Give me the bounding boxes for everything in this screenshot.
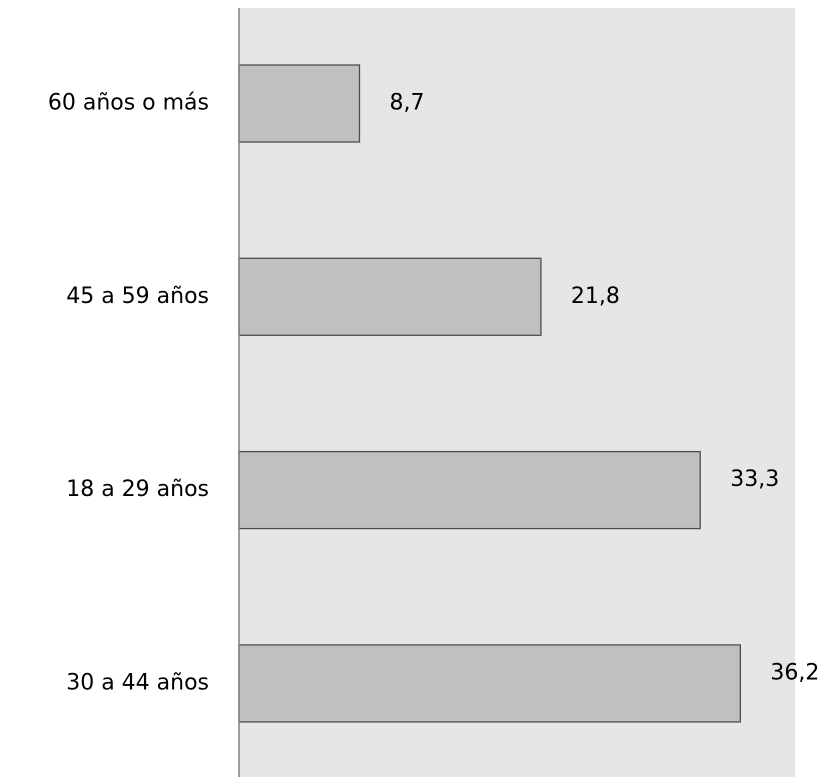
category-label-4: 30 a 44 años (66, 670, 209, 695)
value-label-1: 8,7 (389, 91, 424, 116)
bar-2 (238, 257, 542, 336)
value-label-3: 33,3 (730, 467, 779, 492)
bar-3 (238, 450, 701, 530)
value-label-4: 36,2 (770, 660, 819, 685)
bar-1 (238, 64, 361, 143)
value-labels-group: 8,7 21,8 33,3 36,2 (389, 91, 819, 686)
bar-4 (238, 644, 742, 723)
category-label-1: 60 años o más (48, 91, 209, 116)
category-label-3: 18 a 29 años (66, 477, 209, 502)
category-label-2: 45 a 59 años (66, 284, 209, 309)
value-label-2: 21,8 (571, 284, 620, 309)
bars-group (238, 64, 742, 723)
category-labels-group: 60 años o más 45 a 59 años 18 a 29 años 30 … (48, 91, 209, 696)
